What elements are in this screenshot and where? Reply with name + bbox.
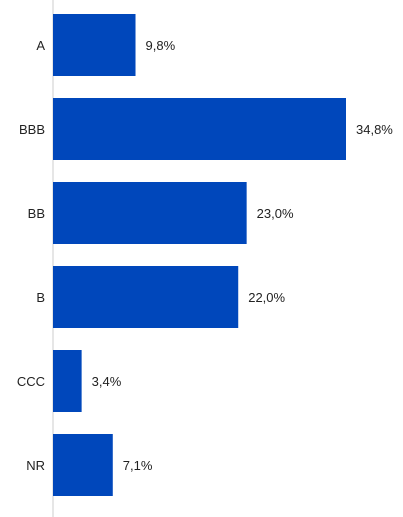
category-label-bb: BB [28, 206, 45, 221]
category-label-a: A [36, 38, 45, 53]
value-label-bb: 23,0% [257, 206, 294, 221]
value-label-b: 22,0% [248, 290, 285, 305]
bar-ccc [53, 350, 82, 412]
category-label-b: B [36, 290, 45, 305]
bar-bbb [53, 98, 346, 160]
bar-a [53, 14, 136, 76]
value-label-bbb: 34,8% [356, 122, 393, 137]
bar-nr [53, 434, 113, 496]
category-label-nr: NR [26, 458, 45, 473]
bars-group: A 9,8% BBB 34,8% BB 23,0% B 22,0% CCC 3,4% NR 7,1% [17, 14, 393, 496]
value-label-nr: 7,1% [123, 458, 153, 473]
category-label-bbb: BBB [19, 122, 45, 137]
value-label-ccc: 3,4% [92, 374, 122, 389]
bar-bb [53, 182, 247, 244]
value-label-a: 9,8% [146, 38, 176, 53]
category-label-ccc: CCC [17, 374, 45, 389]
bar-b [53, 266, 239, 328]
